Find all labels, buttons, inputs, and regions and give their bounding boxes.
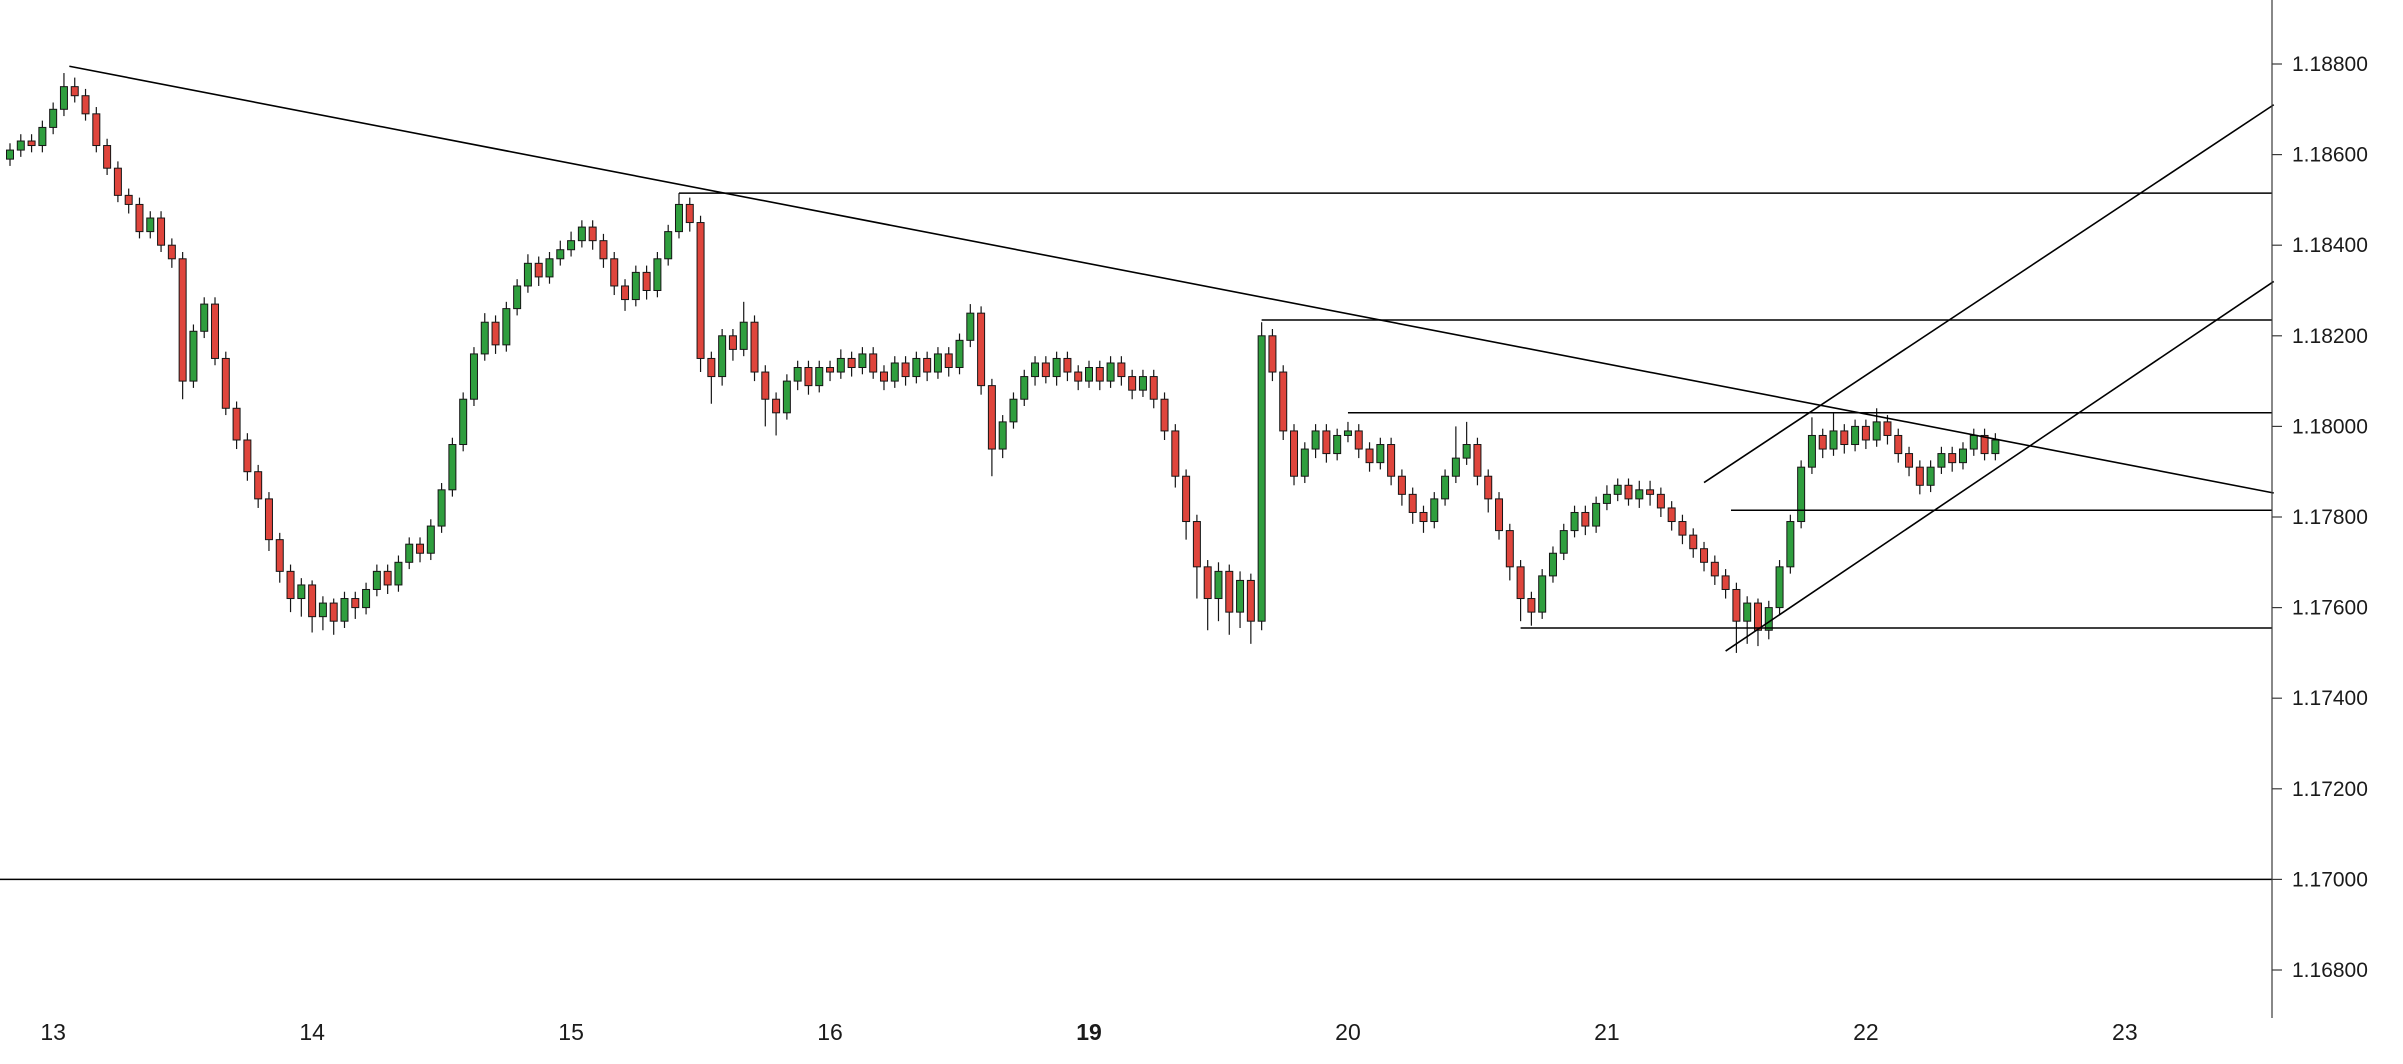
ascending-trendline-steep[interactable] xyxy=(1703,104,2275,484)
horizontal-lines-layer xyxy=(0,192,2272,881)
date-tick-label: 21 xyxy=(1594,1019,1620,1045)
price-tick-label: 1.16800 xyxy=(2292,959,2368,982)
price-tick-label: 1.17800 xyxy=(2292,506,2368,529)
descending-resistance-trendline[interactable] xyxy=(69,65,2274,494)
date-tick-label: 19 xyxy=(1076,1019,1102,1045)
price-tick-label: 1.17000 xyxy=(2292,868,2368,891)
ascending-trendline-lower[interactable] xyxy=(1725,280,2275,652)
date-tick-label: 23 xyxy=(2112,1019,2138,1045)
trendlines-layer xyxy=(69,65,2275,652)
time-axis[interactable]: 13 14 15 16 19 20 21 22 23 xyxy=(40,1019,2137,1045)
date-tick-label: 13 xyxy=(40,1019,66,1045)
price-tick-label: 1.17400 xyxy=(2292,687,2368,710)
price-tick-label: 1.18400 xyxy=(2292,234,2368,257)
price-tick-label: 1.17200 xyxy=(2292,778,2368,801)
price-tick-label: 1.17600 xyxy=(2292,597,2368,620)
date-tick-label: 16 xyxy=(817,1019,843,1045)
price-tick-label: 1.18200 xyxy=(2292,325,2368,348)
price-tick-label: 1.18000 xyxy=(2292,415,2368,438)
price-tick-label: 1.18800 xyxy=(2292,53,2368,76)
date-tick-label: 22 xyxy=(1853,1019,1879,1045)
candles-series xyxy=(6,73,2000,653)
price-axis[interactable]: 1.18800 1.18600 1.18400 1.18200 1.18000 1.178… xyxy=(2271,0,2368,1018)
date-tick-label: 15 xyxy=(558,1019,584,1045)
date-tick-label: 14 xyxy=(299,1019,325,1045)
price-tick-label: 1.18600 xyxy=(2292,144,2368,167)
date-tick-label: 20 xyxy=(1335,1019,1361,1045)
